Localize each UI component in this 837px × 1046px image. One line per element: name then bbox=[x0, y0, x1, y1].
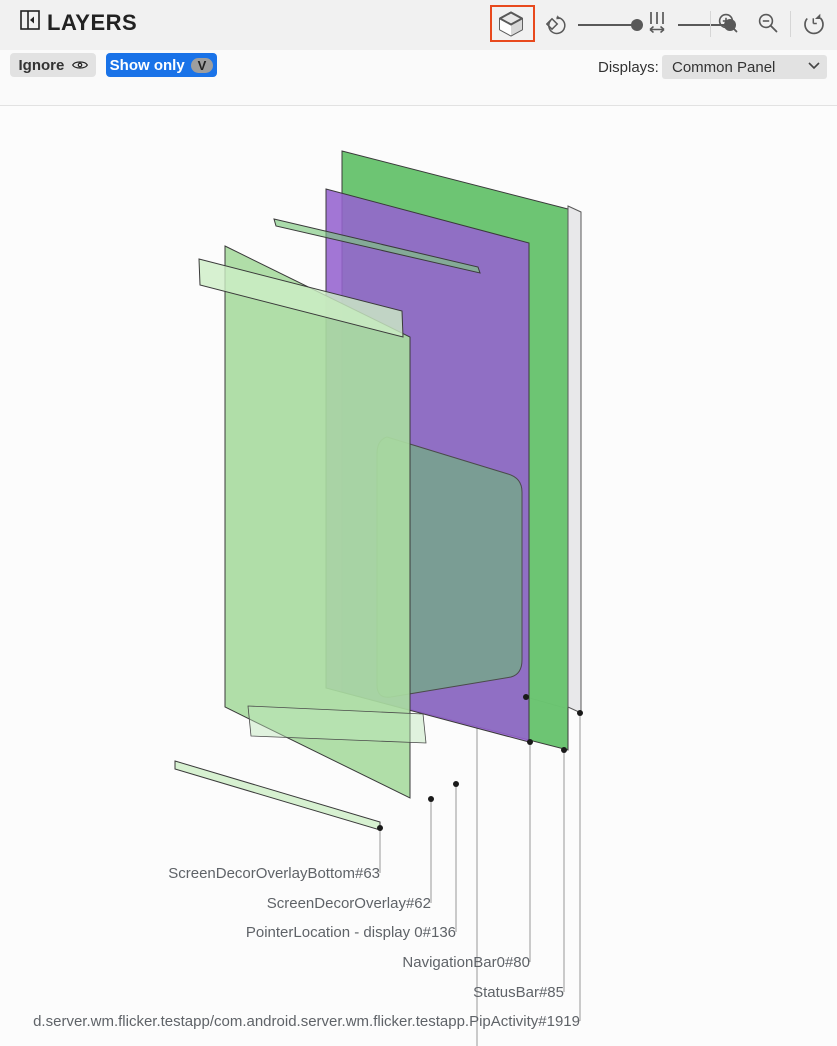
svg-text:ScreenDecorOverlayBottom#63: ScreenDecorOverlayBottom#63 bbox=[168, 865, 380, 882]
svg-text:NavigationBar0#80: NavigationBar0#80 bbox=[402, 954, 530, 971]
svg-text:ScreenDecorOverlay#62: ScreenDecorOverlay#62 bbox=[267, 895, 431, 912]
svg-text:StatusBar#85: StatusBar#85 bbox=[473, 984, 564, 1001]
svg-text:d.server.wm.flicker.testapp/co: d.server.wm.flicker.testapp/com.android.… bbox=[33, 1013, 580, 1030]
svg-text:PointerLocation - display 0#13: PointerLocation - display 0#136 bbox=[246, 924, 456, 941]
